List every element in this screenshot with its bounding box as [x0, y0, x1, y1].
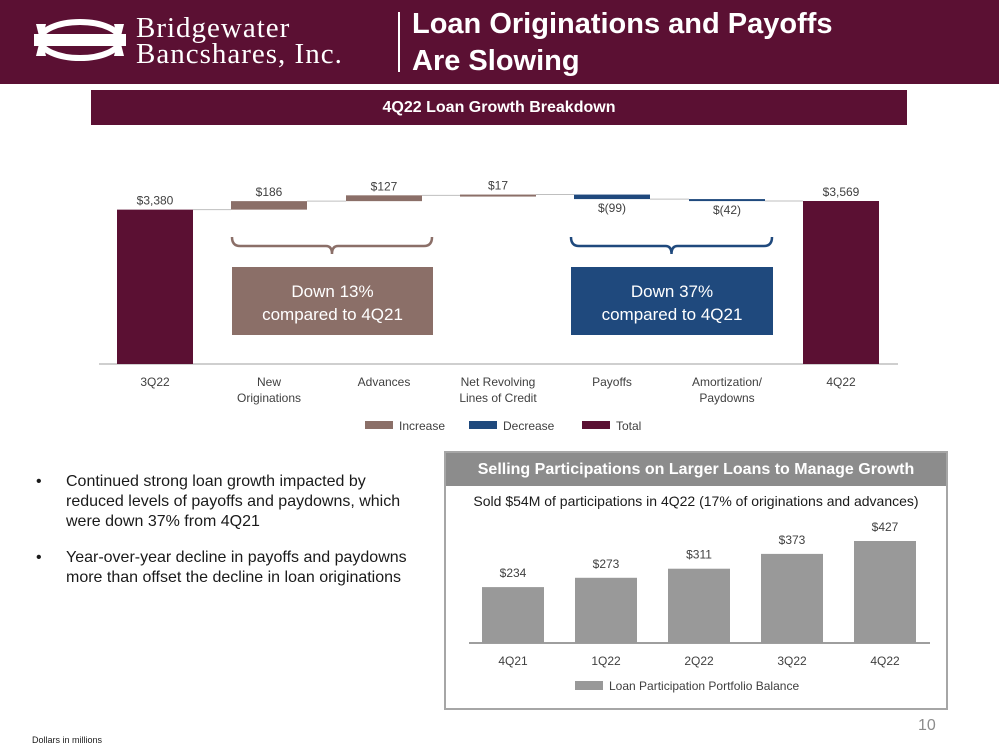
- callout-text-line1: Down 13%: [291, 282, 373, 301]
- legend-swatch: [575, 681, 603, 690]
- waterfall-bar: [117, 209, 193, 364]
- participation-value-label: $273: [593, 557, 620, 571]
- waterfall-bar: [460, 194, 536, 197]
- page-number: 10: [918, 717, 936, 734]
- waterfall-value-label: $(42): [713, 203, 741, 217]
- participation-panel: Selling Participations on Larger Loans t…: [444, 451, 948, 710]
- panel-title: Selling Participations on Larger Loans t…: [446, 453, 946, 486]
- waterfall-bar: [803, 201, 879, 364]
- waterfall-category-label: 4Q22: [826, 375, 856, 389]
- bullet-text: Continued strong loan growth impacted by…: [66, 473, 401, 530]
- page-title-line2: Are Slowing: [412, 45, 580, 77]
- participation-category-label: 3Q22: [777, 654, 807, 668]
- legend-label: Loan Participation Portfolio Balance: [609, 679, 799, 693]
- participation-value-label: $427: [872, 520, 899, 534]
- participation-bar: [482, 587, 544, 643]
- waterfall-value-label: $(99): [598, 201, 626, 215]
- waterfall-category-label: Amortization/: [692, 375, 763, 389]
- section-title-bar: 4Q22 Loan Growth Breakdown: [91, 90, 907, 125]
- bridgewater-logo-icon: [34, 19, 126, 61]
- callout-text-line2: compared to 4Q21: [602, 305, 743, 324]
- waterfall-category-label: 3Q22: [140, 375, 170, 389]
- header-banner: Bridgewater Bancshares, Inc. Loan Origin…: [0, 0, 999, 84]
- legend-label: Total: [616, 419, 641, 433]
- bullet-dot-icon: •: [36, 549, 42, 566]
- legend-label: Increase: [399, 419, 445, 433]
- brace-bracket: [569, 236, 774, 255]
- waterfall-category-label: Lines of Credit: [459, 391, 537, 405]
- panel-subtitle: Sold $54M of participations in 4Q22 (17%…: [473, 493, 919, 509]
- bullet-list: • Continued strong loan growth impacted …: [36, 472, 416, 604]
- logo-text-line2: Bancshares, Inc.: [136, 38, 343, 70]
- brace-bracket: [230, 236, 434, 255]
- waterfall-bar: [689, 199, 765, 202]
- waterfall-value-label: $127: [371, 179, 398, 193]
- participation-category-label: 4Q21: [498, 654, 528, 668]
- participation-bar: [854, 541, 916, 643]
- legend-swatch: [582, 421, 610, 429]
- waterfall-value-label: $17: [488, 179, 508, 193]
- waterfall-bar: [346, 195, 422, 202]
- legend-swatch: [469, 421, 497, 429]
- participation-category-label: 1Q22: [591, 654, 621, 668]
- waterfall-bar: [574, 194, 650, 200]
- waterfall-category-label: Net Revolving: [461, 375, 536, 389]
- waterfall-category-label: Payoffs: [592, 375, 632, 389]
- participation-bar-chart: $234 4Q21 $273 1Q22 $311 2Q22 $373 3Q22 $427 4Q22…: [469, 520, 930, 693]
- page-title: Loan Originations and Payoffs Are Slowin…: [412, 6, 833, 80]
- waterfall-category-label: Paydowns: [699, 391, 754, 405]
- callout-box: [232, 267, 433, 335]
- logo-text-line1: Bridgewater: [136, 12, 291, 44]
- participation-value-label: $373: [779, 533, 806, 547]
- bullet-text: Year-over-year decline in payoffs and pa…: [66, 549, 407, 586]
- participation-category-label: 2Q22: [684, 654, 714, 668]
- legend-swatch: [365, 421, 393, 429]
- waterfall-value-label: $186: [256, 185, 283, 199]
- participation-value-label: $234: [500, 566, 527, 580]
- callout-box: [571, 267, 773, 335]
- participation-category-label: 4Q22: [870, 654, 900, 668]
- participation-bar: [761, 553, 823, 643]
- callout-text-line1: Down 37%: [631, 282, 713, 301]
- footnote: Dollars in millions: [32, 735, 103, 745]
- waterfall-bar: [231, 201, 307, 210]
- waterfall-value-label: $3,569: [823, 185, 860, 199]
- waterfall-category-label: Originations: [237, 391, 301, 405]
- participation-bar: [575, 577, 637, 643]
- waterfall-category-label: Advances: [358, 375, 411, 389]
- waterfall-value-label: $3,380: [137, 194, 174, 208]
- participation-value-label: $311: [686, 548, 712, 562]
- waterfall-category-label: New: [257, 375, 281, 389]
- page-title-line1: Loan Originations and Payoffs: [412, 8, 833, 40]
- waterfall-chart: $3,380 3Q22 $186 New Originations $127 Advance…: [99, 179, 898, 433]
- bullet-item: • Continued strong loan growth impacted …: [36, 472, 416, 532]
- bullet-item: • Year-over-year decline in payoffs and …: [36, 548, 416, 588]
- participation-bar: [668, 568, 730, 643]
- legend-label: Decrease: [503, 419, 555, 433]
- callout-text-line2: compared to 4Q21: [262, 305, 403, 324]
- header-divider: [398, 12, 400, 72]
- bullet-dot-icon: •: [36, 473, 42, 490]
